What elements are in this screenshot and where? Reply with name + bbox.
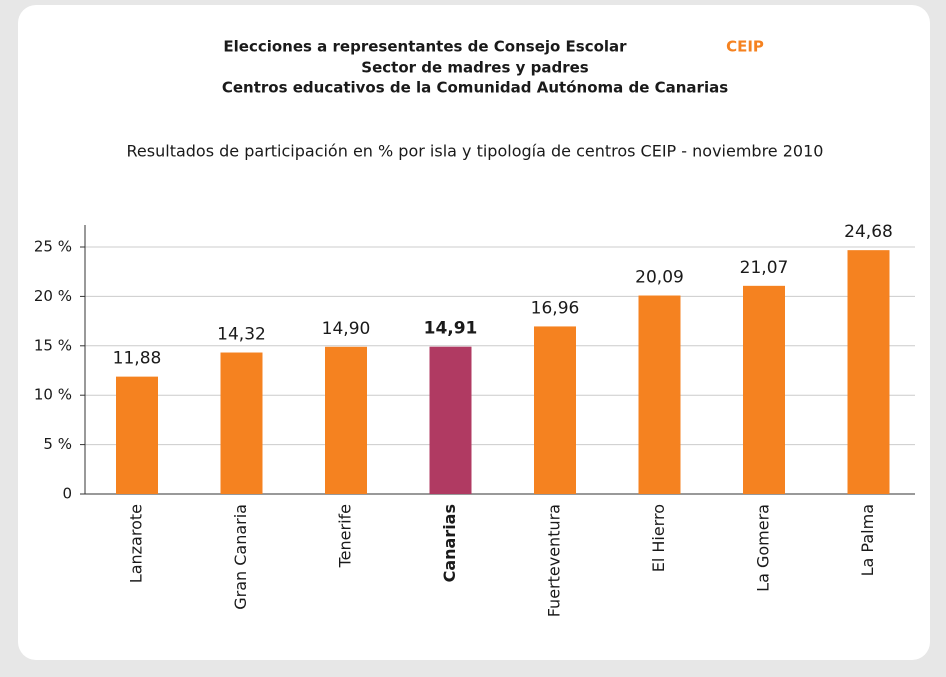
chart-title: Elecciones a representantes de Consejo E… (223, 38, 627, 56)
y-tick-label: 25 % (34, 238, 72, 256)
x-tick-label: Tenerife (336, 504, 355, 568)
title-badge: CEIP (726, 38, 764, 56)
bar (116, 376, 158, 494)
y-tick-label: 0 (62, 485, 72, 503)
value-label: 24,68 (844, 222, 893, 242)
value-label: 14,90 (322, 319, 371, 339)
panel (18, 5, 930, 660)
value-label: 14,91 (424, 319, 478, 339)
chart-subtitle: Resultados de participación en % por isl… (127, 142, 824, 161)
bar (743, 285, 785, 494)
value-label: 11,88 (113, 349, 162, 369)
bar (220, 352, 263, 494)
x-tick-label: Fuerteventura (545, 504, 564, 617)
y-tick-label: 15 % (34, 336, 72, 354)
y-tick-label: 20 % (34, 287, 72, 305)
chart-title: Sector de madres y padres (361, 59, 588, 77)
x-tick-label: Lanzarote (127, 504, 146, 583)
y-tick-label: 5 % (43, 435, 72, 453)
value-label: 14,32 (217, 325, 266, 345)
value-label: 21,07 (740, 258, 789, 278)
chart-title: Centros educativos de la Comunidad Autón… (222, 79, 728, 97)
x-tick-label: Gran Canaria (231, 504, 250, 610)
bar (847, 250, 890, 494)
bar (429, 346, 472, 494)
y-tick-label: 10 % (34, 386, 72, 404)
bar (325, 346, 367, 494)
x-tick-label: Canarias (440, 504, 459, 582)
bar (638, 295, 681, 494)
bar (534, 326, 576, 494)
value-label: 20,09 (635, 268, 684, 288)
value-label: 16,96 (531, 298, 580, 318)
x-tick-label: El Hierro (649, 504, 668, 572)
x-tick-label: La Gomera (754, 504, 773, 592)
x-tick-label: La Palma (858, 504, 877, 576)
